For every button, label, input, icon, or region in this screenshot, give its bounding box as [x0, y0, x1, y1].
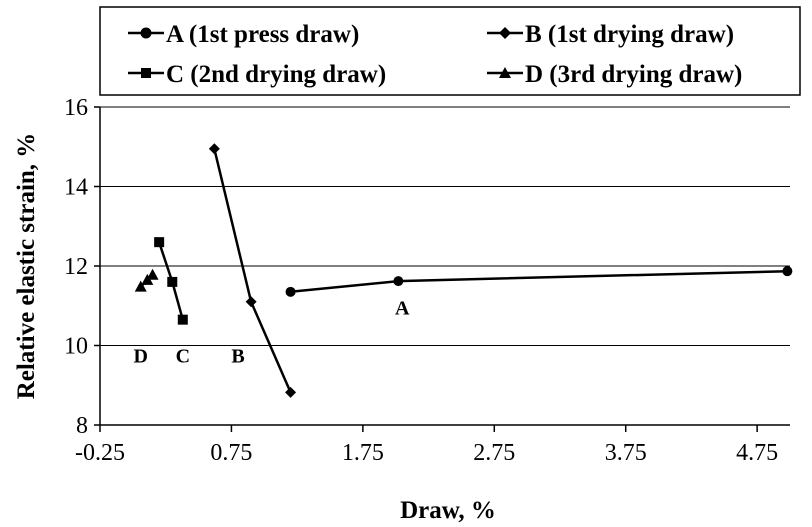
x-tick-label: -0.25 [75, 440, 125, 466]
legend-marker-square [141, 68, 151, 78]
annotations: A B C D [134, 298, 411, 368]
legend-entry-a: A (1st press draw) [128, 21, 359, 48]
annotation-label: B [231, 345, 244, 367]
legend-label-b: B (1st drying draw) [525, 21, 734, 48]
legend-label-c: C (2nd drying draw) [166, 61, 386, 88]
series-line-b [213, 148, 292, 393]
annotation-label: C [176, 345, 190, 367]
x-tick-label: 0.75 [210, 440, 252, 466]
data-point-diamond-marker [208, 143, 220, 155]
legend-entry-b: B (1st drying draw) [487, 21, 734, 48]
gridlines [100, 106, 790, 346]
x-tick-label: 3.75 [605, 440, 647, 466]
y-tick-label: 12 [64, 254, 88, 280]
x-axis-title: Draw, % [400, 497, 496, 524]
y-tick-label: 10 [64, 334, 88, 360]
series-line-a [290, 269, 788, 294]
data-point-circle-marker [393, 276, 404, 287]
x-tick-label: 4.75 [736, 440, 778, 466]
legend-label-d: D (3rd drying draw) [525, 61, 742, 88]
data-point-square-marker [154, 237, 165, 248]
legend-entry-d: D (3rd drying draw) [487, 61, 742, 88]
legend-entry-c: C (2nd drying draw) [128, 61, 386, 88]
data-point-square-marker [177, 314, 188, 325]
legend-marker-circle [140, 27, 152, 39]
y-tick-label: 16 [64, 95, 88, 121]
data-point-square-marker [167, 276, 178, 287]
y-tick-label: 8 [76, 413, 88, 439]
legend-marker-triangle [499, 67, 511, 78]
data-point-diamond-marker [285, 386, 297, 398]
data-point-circle-marker [285, 286, 296, 297]
data-point-triangle-marker [146, 268, 159, 280]
data-point-diamond-marker [245, 296, 257, 308]
x-tick-label: 2.75 [473, 440, 515, 466]
legend-marker-diamond [499, 27, 511, 39]
legend: A (1st press draw) B (1st drying draw) C… [99, 6, 801, 96]
legend-label-a: A (1st press draw) [166, 21, 359, 48]
legend-box [99, 6, 801, 96]
x-tick-label: 1.75 [342, 440, 384, 466]
annotation-label: D [134, 345, 148, 367]
data-point-triangle-marker [134, 280, 147, 292]
ticks: 8 10 12 14 16 -0.25 0.75 1.75 2.75 3.75 4.75 [64, 95, 778, 466]
y-axis-title: Relative elastic strain, % [13, 133, 40, 400]
annotation-label: A [395, 298, 410, 320]
data-point-circle-marker [782, 266, 793, 277]
y-tick-label: 14 [64, 175, 88, 201]
plot-area [134, 143, 793, 398]
